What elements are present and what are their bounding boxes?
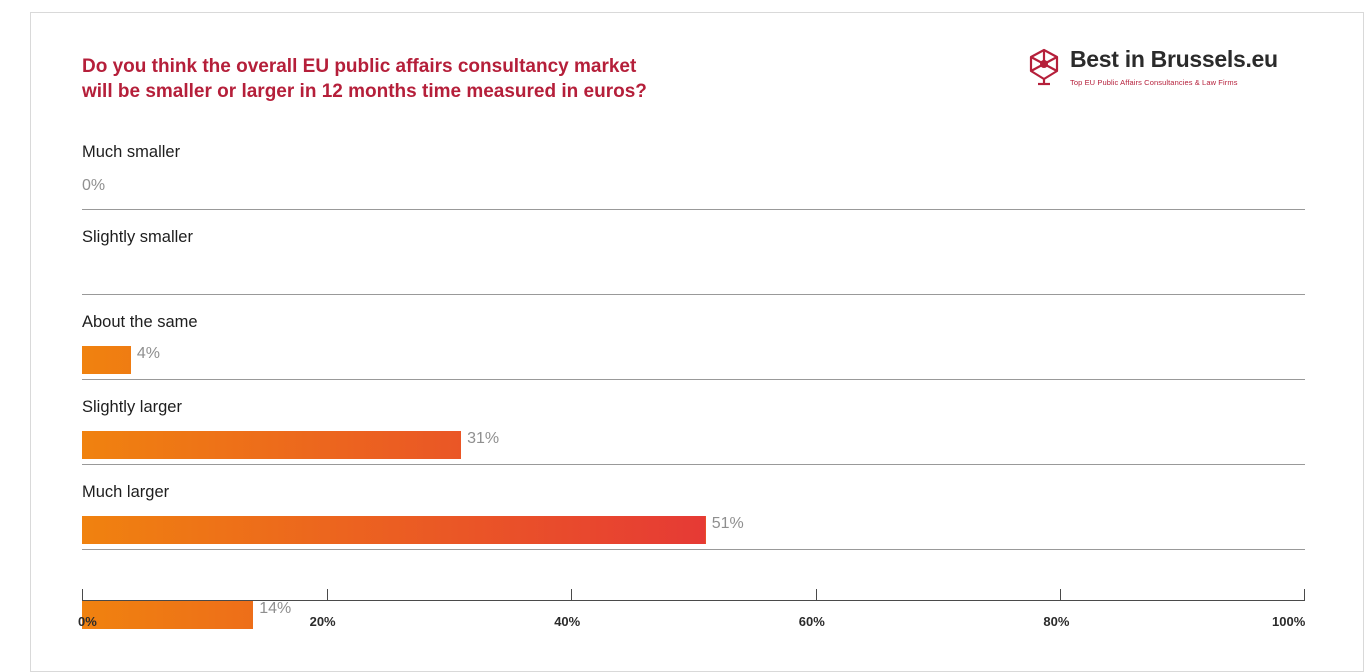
category-label: Slightly larger [82, 398, 182, 416]
row-divider [82, 294, 1305, 295]
category-label: Much larger [82, 483, 170, 501]
x-tick [1304, 589, 1305, 601]
bar [82, 516, 706, 544]
x-tick [326, 589, 328, 601]
brand-name: Best in Brussels.eu [1070, 46, 1278, 72]
x-tick-label: 40% [554, 614, 581, 629]
value-label: 4% [136, 345, 161, 362]
row-divider [82, 549, 1305, 550]
bar [82, 346, 131, 374]
category-label: Slightly smaller [82, 228, 193, 246]
x-tick [1060, 589, 1062, 601]
chart-title-line-1: Do you think the overall EU public affai… [82, 56, 637, 77]
network-sphere-icon [1029, 48, 1059, 86]
bar [82, 431, 462, 459]
chart-frame [30, 12, 1364, 672]
x-tick-label: 80% [1043, 614, 1070, 629]
x-tick-label: 0% [78, 614, 97, 629]
value-label: 14% [259, 600, 292, 617]
value-label: 0% [82, 177, 106, 194]
x-tick-label: 100% [1272, 614, 1306, 629]
row-divider [82, 209, 1305, 210]
category-label: About the same [82, 313, 198, 331]
x-tick-label: 20% [309, 614, 336, 629]
x-tick [82, 589, 83, 601]
bar [82, 601, 254, 629]
chart-title: Do you think the overall EU public affai… [82, 54, 802, 104]
value-label: 51% [711, 515, 744, 532]
category-label: Much smaller [82, 143, 181, 161]
value-label: 31% [467, 430, 500, 447]
x-tick [571, 589, 573, 601]
chart-title-line-2: will be smaller or larger in 12 months t… [82, 81, 647, 102]
brand-tagline: Top EU Public Affairs Consultancies & La… [1070, 78, 1238, 87]
row-divider [82, 464, 1305, 465]
x-tick-label: 60% [798, 614, 825, 629]
x-axis-line [82, 600, 1305, 601]
row-divider [82, 379, 1305, 380]
x-tick [815, 589, 817, 601]
brand-logo: Best in Brussels.eu Top EU Public Affair… [1026, 46, 1316, 94]
